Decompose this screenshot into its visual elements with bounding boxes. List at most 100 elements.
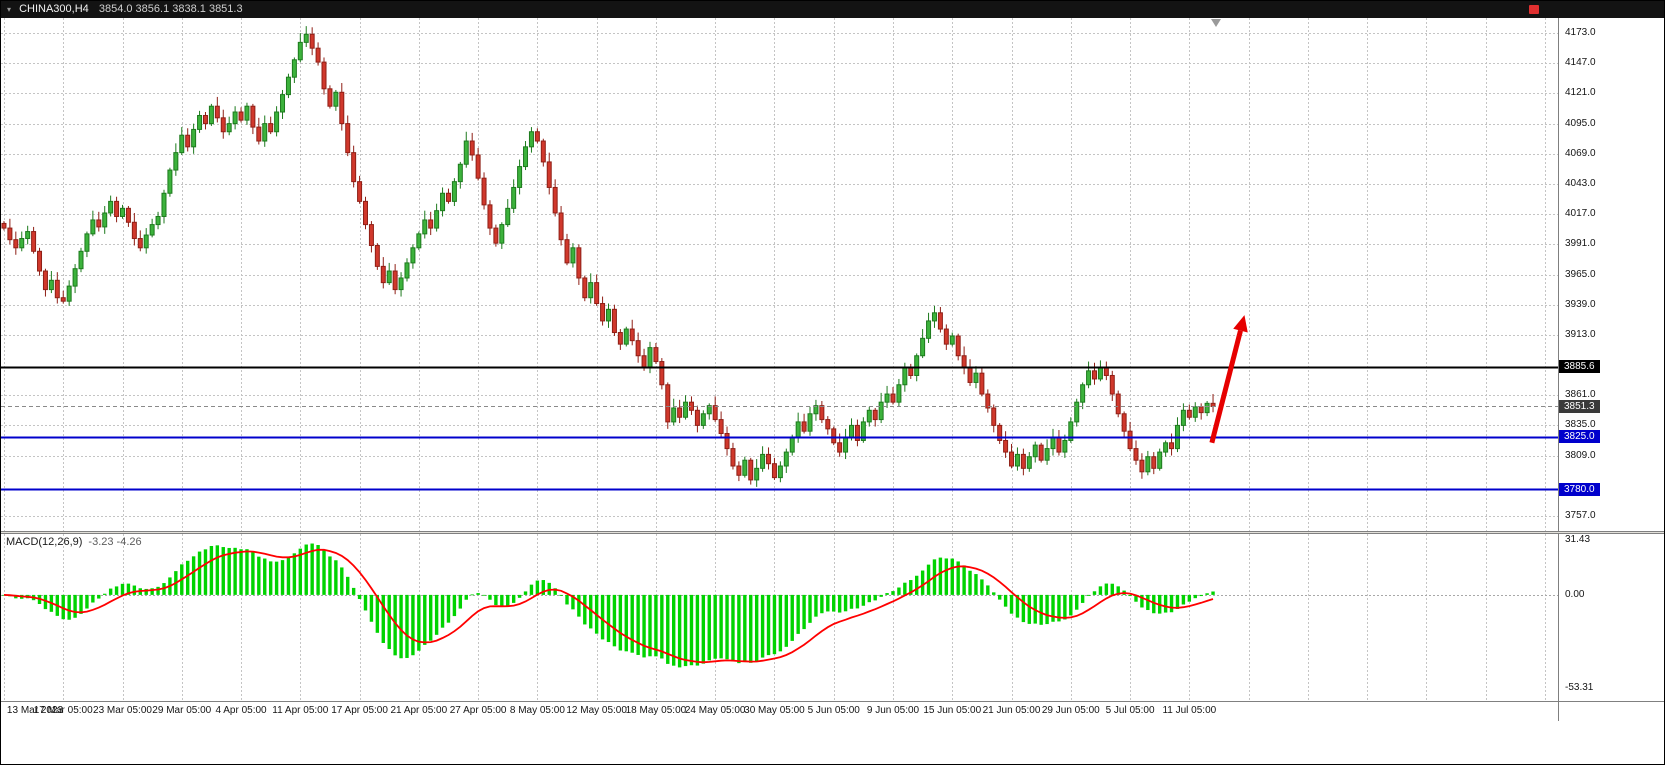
time-axis-label: 24 May 05:00 xyxy=(684,705,746,716)
time-axis-label: 15 Jun 05:00 xyxy=(923,705,982,716)
price-badge: 3885.6 xyxy=(1559,360,1600,374)
macd-bar xyxy=(559,594,563,596)
candle-body xyxy=(766,453,772,465)
macd-chart-canvas[interactable] xyxy=(1,534,1558,701)
macd-tick-label: 0.00 xyxy=(1565,588,1585,600)
macd-bar xyxy=(280,560,285,595)
candle-body xyxy=(226,123,232,133)
candle-body xyxy=(1092,370,1097,380)
macd-axis[interactable]: 31.43 0.00 -53.31 xyxy=(1558,534,1664,701)
macd-bar xyxy=(648,594,652,657)
candle-body xyxy=(1026,456,1032,469)
candle-body xyxy=(955,335,961,357)
price-badge: 3851.3 xyxy=(1559,399,1600,413)
candle-body xyxy=(339,91,345,125)
candle-body xyxy=(475,154,481,179)
candle-body xyxy=(884,393,890,403)
macd-bar xyxy=(328,556,332,595)
macd-bar xyxy=(440,594,445,628)
candle-body xyxy=(351,152,357,183)
candle-body xyxy=(854,424,860,441)
chart-shift-marker-icon[interactable] xyxy=(1211,19,1221,27)
candle-body xyxy=(534,131,540,142)
macd-bar xyxy=(239,549,243,595)
candle-body xyxy=(730,448,736,467)
macd-bar xyxy=(689,594,694,666)
candle-body xyxy=(499,224,505,244)
price-tick-label: 4095.0 xyxy=(1565,117,1596,129)
macd-bar xyxy=(1027,594,1032,624)
candle-body xyxy=(1157,451,1163,469)
macd-bar xyxy=(363,594,368,611)
macd-bar xyxy=(209,545,214,595)
macd-bar xyxy=(1098,586,1103,595)
symbol-title: CHINA300,H4 xyxy=(19,3,89,15)
macd-bar xyxy=(1152,594,1156,614)
macd-bar xyxy=(1009,594,1014,614)
candle-body xyxy=(1163,442,1169,453)
candle-body xyxy=(374,244,380,267)
candle-body xyxy=(392,270,398,291)
macd-bar xyxy=(221,547,225,595)
candle-body xyxy=(564,239,570,264)
macd-bar xyxy=(820,594,824,614)
candle-body xyxy=(285,76,291,96)
candle-body xyxy=(908,366,914,376)
up-arrow-annotation[interactable] xyxy=(1209,315,1248,444)
candle-body xyxy=(108,200,114,214)
macd-bar xyxy=(494,594,498,605)
macd-bar xyxy=(660,594,664,659)
macd-bar xyxy=(571,594,575,610)
candle-body xyxy=(386,270,392,284)
candle-body xyxy=(807,413,813,432)
level-lines[interactable] xyxy=(1,366,1558,491)
macd-bar xyxy=(997,594,1002,600)
candle-body xyxy=(220,117,226,133)
macd-bar xyxy=(506,594,510,607)
candle-body xyxy=(600,303,606,322)
macd-panel[interactable]: MACD(12,26,9) -3.23 -4.26 31.43 0.00 -53.31 xyxy=(1,534,1664,701)
macd-indicator-label: MACD(12,26,9) -3.23 -4.26 xyxy=(6,536,142,548)
candle-body xyxy=(268,123,274,133)
macd-bar xyxy=(1175,594,1180,610)
time-axis[interactable]: 13 Mar 2023 17 Mar 05:00 23 Mar 05:00 29 Ma… xyxy=(1,701,1664,721)
candle-body xyxy=(434,210,440,229)
price-chart-canvas[interactable] xyxy=(1,18,1558,531)
price-chart-panel[interactable]: 4173.0 4147.0 4121.0 4095.0 4069.0 4043.0 4017… xyxy=(1,18,1664,531)
candle-body xyxy=(1068,421,1074,441)
macd-tick-label: -53.31 xyxy=(1565,682,1594,693)
symbol-dropdown-arrow-icon[interactable]: ▾ xyxy=(7,5,12,14)
macd-bar xyxy=(589,594,593,629)
candle-body xyxy=(1115,393,1121,415)
macd-signal-line xyxy=(3,548,1214,664)
candle-body xyxy=(872,409,878,421)
macd-bar xyxy=(67,594,71,620)
candle-body xyxy=(1056,436,1062,453)
candle-body xyxy=(13,239,19,249)
macd-indicator-name: MACD(12,26,9) xyxy=(6,536,83,548)
price-axis[interactable]: 4173.0 4147.0 4121.0 4095.0 4069.0 4043.0 4017… xyxy=(1558,18,1664,531)
candle-body xyxy=(1210,402,1216,407)
candle-body xyxy=(961,355,967,368)
candle-body xyxy=(1127,430,1133,450)
candle-body xyxy=(997,424,1003,441)
candle-body xyxy=(890,393,896,403)
candle-body xyxy=(309,33,315,49)
candle-body xyxy=(1074,401,1080,423)
candle-body xyxy=(635,340,641,357)
candle-body xyxy=(843,436,849,453)
arrow-head xyxy=(1233,315,1248,333)
macd-bar xyxy=(618,594,623,651)
candle-body xyxy=(493,227,499,244)
panel-splitter[interactable] xyxy=(1,531,1664,534)
candle-body xyxy=(1044,448,1050,461)
macd-bar xyxy=(713,594,717,659)
macd-bar xyxy=(251,552,255,595)
candle-body xyxy=(428,219,434,229)
titlebar-red-icon[interactable] xyxy=(1529,5,1539,14)
macd-bar xyxy=(790,594,794,641)
price-tick-label: 3939.0 xyxy=(1565,298,1596,310)
macd-bar xyxy=(749,594,753,663)
candle-body xyxy=(819,405,825,421)
candle-body xyxy=(185,134,191,148)
